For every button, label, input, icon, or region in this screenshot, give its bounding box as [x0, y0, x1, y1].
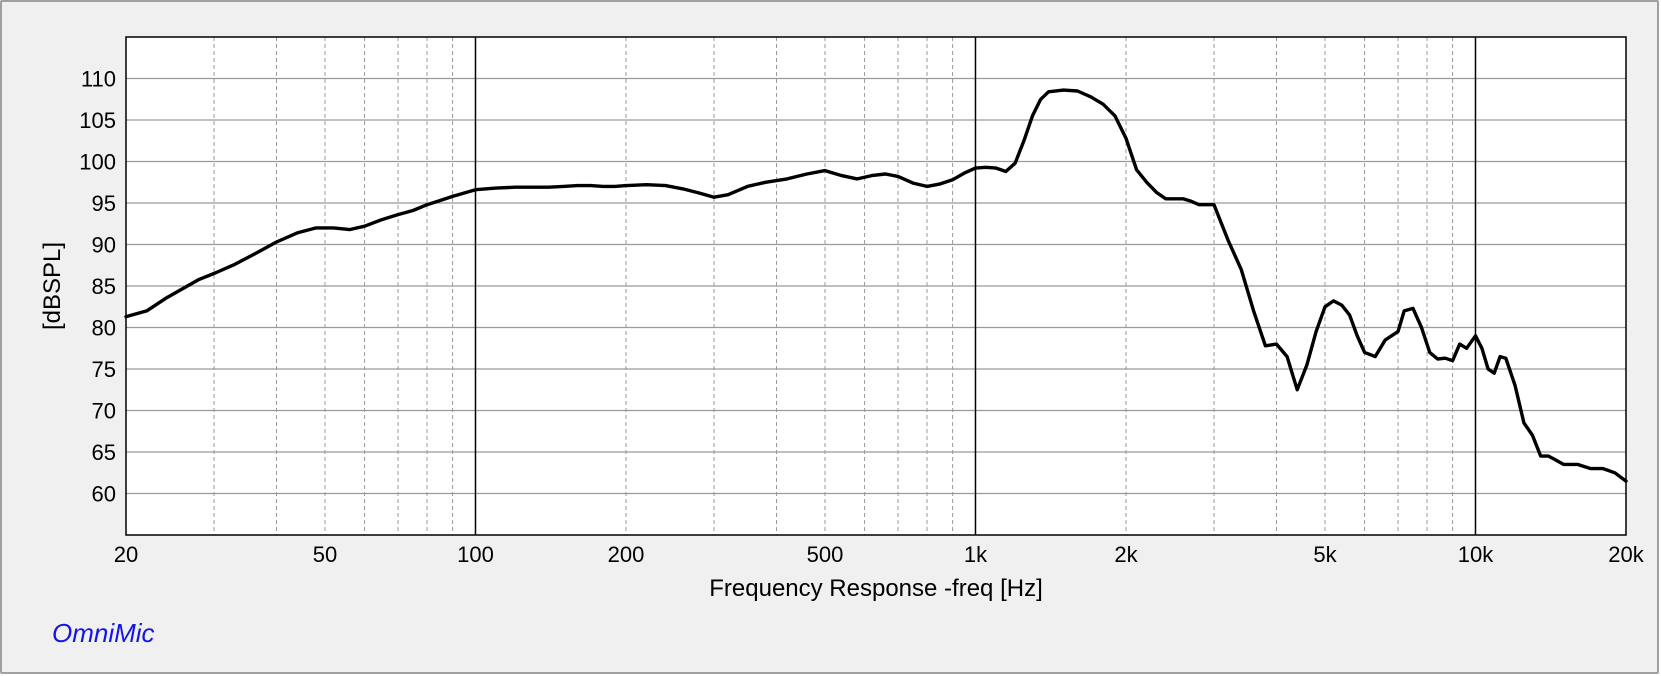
x-tick-label: 20 [114, 542, 138, 567]
y-tick-label: 60 [92, 482, 116, 507]
y-tick-label: 100 [79, 150, 116, 175]
x-tick-label: 1k [964, 542, 988, 567]
y-tick-label: 65 [92, 440, 116, 465]
y-tick-label: 105 [79, 108, 116, 133]
x-tick-label: 10k [1458, 542, 1494, 567]
y-tick-label: 80 [92, 316, 116, 341]
frequency-response-line [124, 88, 1628, 483]
plot-border [125, 36, 1627, 536]
x-tick-label: 100 [457, 542, 494, 567]
y-tick-label: 95 [92, 191, 116, 216]
x-axis-label: Frequency Response -freq [Hz] [709, 575, 1042, 602]
x-tick-label: 20k [1608, 542, 1644, 567]
x-tick-label: 500 [807, 542, 844, 567]
omnimic-brand-label: OmniMic [52, 618, 155, 648]
minor-grid [126, 37, 1626, 535]
y-tick-label: 70 [92, 399, 116, 424]
y-tick-label: 110 [81, 67, 116, 92]
x-tick-label: 200 [608, 542, 645, 567]
y-axis-label: [dBSPL] [39, 242, 66, 330]
x-tick-label: 2k [1114, 542, 1138, 567]
x-axis-ticks: 20 50 100 200 500 1k 2k 5k 10k 20k [114, 542, 1645, 567]
y-tick-label: 90 [92, 233, 116, 258]
major-grid [474, 37, 1477, 535]
y-tick-label: 85 [92, 274, 116, 299]
y-axis-ticks: 60 65 70 75 80 85 90 95 100 105 110 [79, 67, 116, 507]
x-tick-label: 50 [313, 542, 337, 567]
y-tick-label: 75 [92, 357, 116, 382]
x-tick-label: 5k [1313, 542, 1337, 567]
